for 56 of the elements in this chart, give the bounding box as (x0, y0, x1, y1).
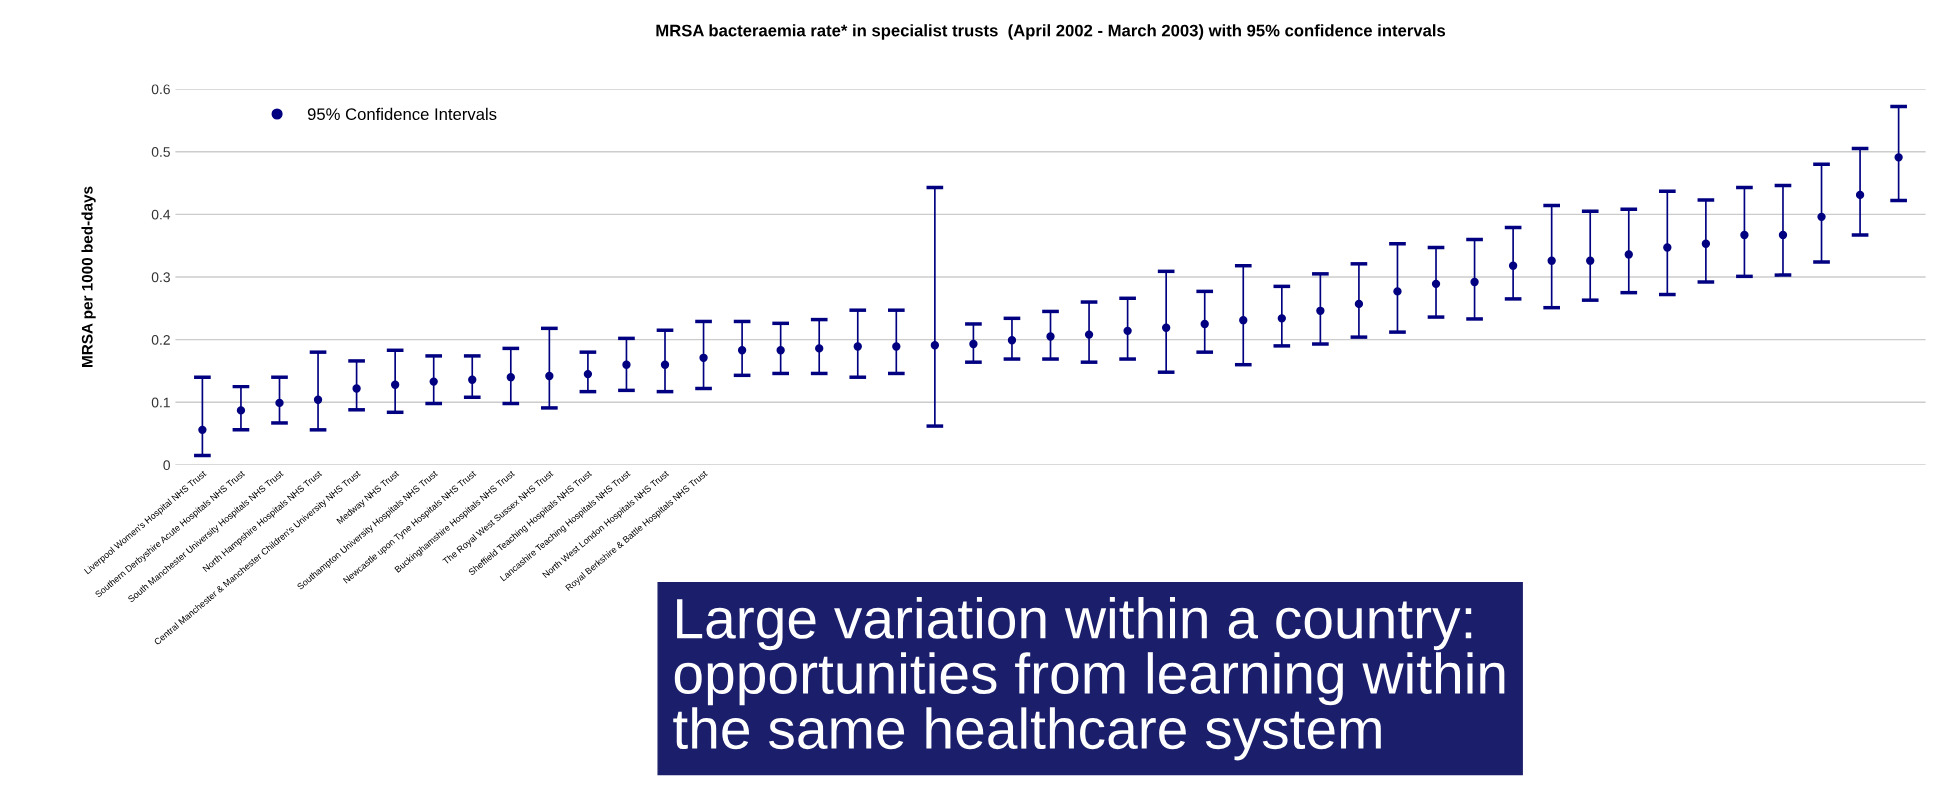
y-tick-label: 0.5 (151, 147, 170, 157)
point (1431, 279, 1441, 289)
point (699, 353, 708, 362)
point (1316, 306, 1325, 315)
point (468, 375, 477, 384)
y-tick-label: 0.1 (151, 397, 170, 408)
point (583, 369, 593, 379)
point (930, 341, 940, 350)
y-tick-label: 0 (163, 460, 171, 471)
text: Large variation within a country: opportunities from learning within the same healthcare system (673, 597, 1505, 761)
point (1277, 314, 1286, 323)
point (969, 339, 978, 349)
point (1663, 243, 1672, 252)
point (506, 373, 515, 382)
point (1084, 330, 1094, 339)
y-tick-label: 0.3 (151, 272, 170, 283)
point (660, 360, 670, 369)
point (1701, 239, 1711, 248)
point (545, 371, 554, 381)
legend-label: 95% Confidence Intervals (307, 107, 497, 121)
point (1354, 299, 1364, 309)
point (1200, 319, 1209, 329)
point (1817, 212, 1826, 222)
chart-title: MRSA bacteraemia rate* in specialist trusts (April 2002 - March 2003) with 95% confidence intervals (656, 24, 1446, 40)
point (1740, 230, 1749, 240)
point (776, 346, 785, 355)
point (1239, 316, 1248, 325)
point (892, 342, 901, 351)
point (737, 346, 747, 355)
point (1586, 256, 1595, 265)
y-tick-label: 0.6 (151, 84, 170, 95)
y-axis-title: MRSA per 1000 bed-days (81, 186, 96, 367)
point (1007, 336, 1017, 345)
point (236, 406, 246, 415)
point (853, 342, 862, 351)
point (1778, 230, 1788, 240)
point (275, 398, 284, 408)
point (313, 395, 323, 404)
point (429, 377, 438, 386)
point (1624, 250, 1633, 259)
point (815, 344, 824, 353)
point (352, 384, 361, 393)
point (1393, 287, 1402, 296)
point (1547, 256, 1556, 265)
point (198, 425, 207, 435)
point (1046, 332, 1055, 341)
point (390, 380, 400, 389)
point (1508, 261, 1518, 270)
y-tick-label: 0.4 (151, 209, 171, 220)
point (1161, 323, 1171, 332)
y-tick-label: 0.2 (151, 334, 170, 345)
point (1894, 153, 1903, 162)
point (622, 360, 631, 369)
point (1470, 277, 1479, 287)
point (1855, 190, 1865, 200)
point (1123, 326, 1132, 336)
